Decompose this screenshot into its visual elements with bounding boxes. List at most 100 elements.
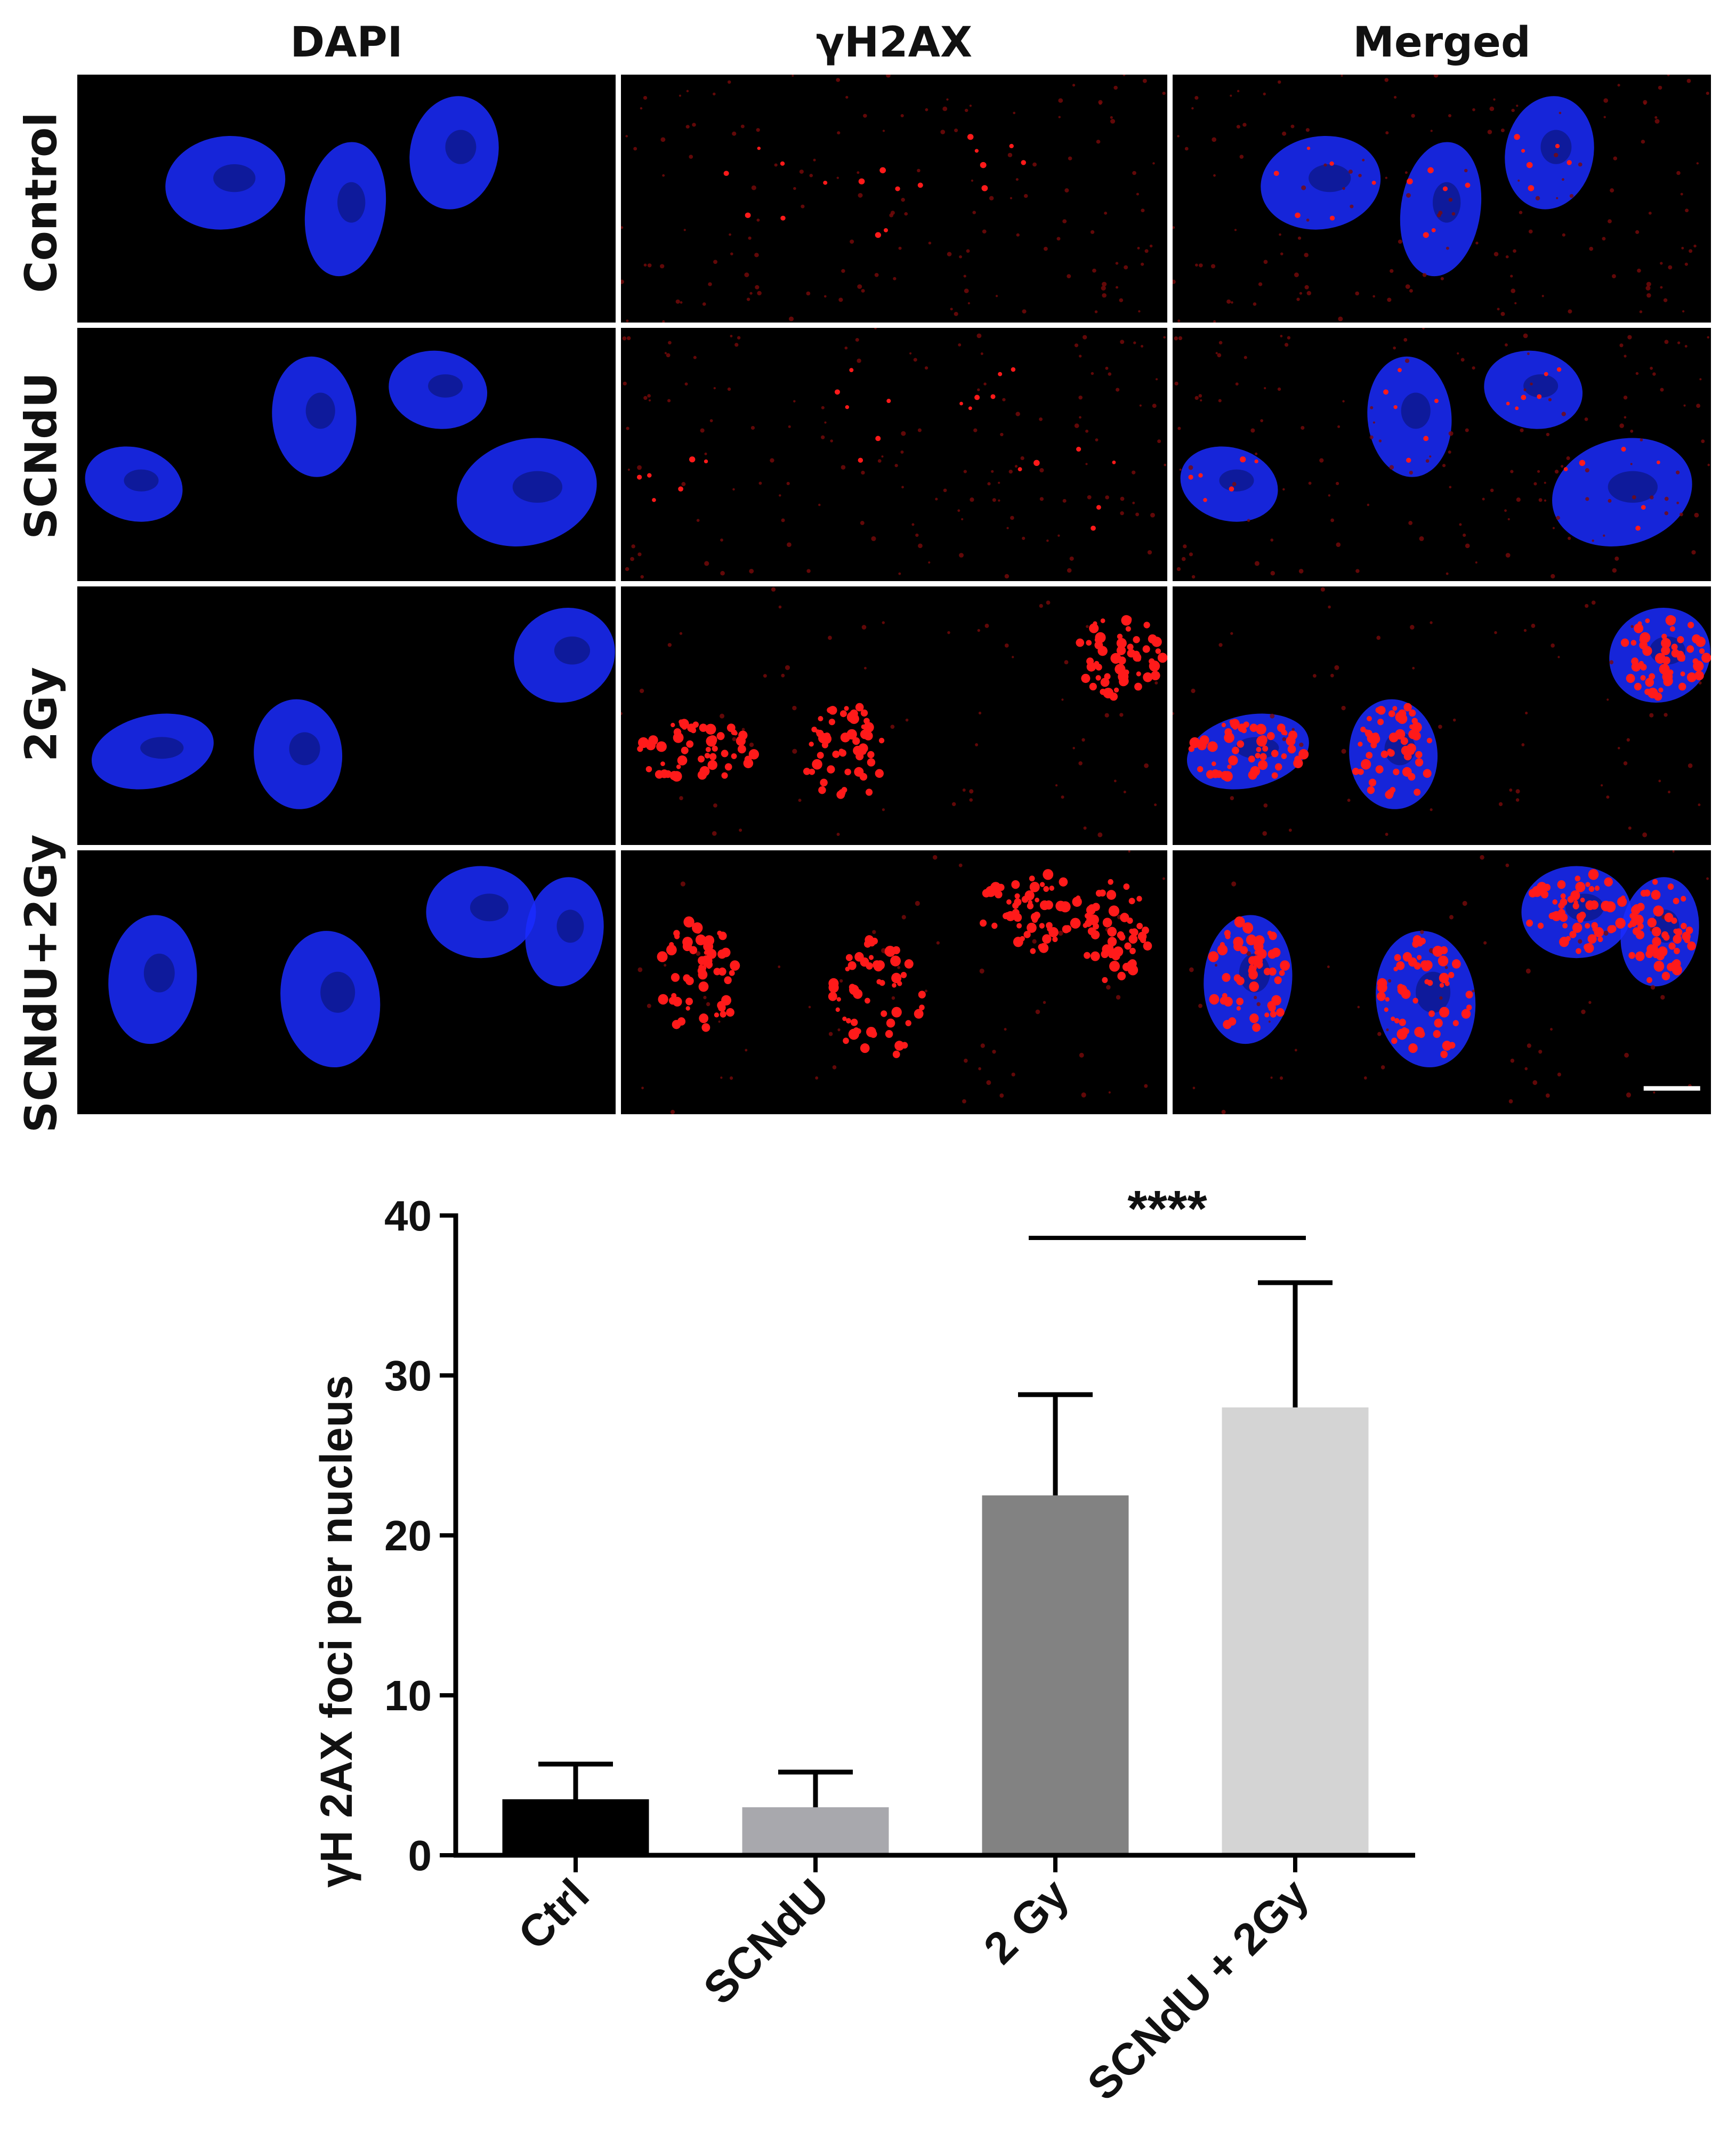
background-speck xyxy=(1687,763,1693,768)
background-speck xyxy=(1393,346,1396,350)
gh2ax-focus xyxy=(1664,913,1674,922)
background-speck xyxy=(1618,746,1620,750)
gh2ax-focus xyxy=(757,147,761,150)
background-speck xyxy=(1500,311,1505,316)
background-speck xyxy=(1630,625,1634,629)
background-speck xyxy=(1592,539,1594,542)
background-speck xyxy=(1263,260,1268,264)
background-speck xyxy=(712,831,717,836)
background-speck xyxy=(857,284,862,289)
gh2ax-focus xyxy=(1043,886,1049,892)
background-speck xyxy=(1681,247,1684,249)
background-speck xyxy=(1626,1092,1632,1098)
background-speck xyxy=(1442,464,1446,468)
nucleolus xyxy=(1608,471,1658,503)
background-speck xyxy=(1614,556,1619,561)
gh2ax-focus xyxy=(1042,934,1052,944)
background-speck xyxy=(821,435,825,439)
gh2ax-focus xyxy=(1391,1016,1395,1021)
background-speck xyxy=(1081,738,1085,742)
background-speck xyxy=(836,78,841,82)
gh2ax-focus xyxy=(867,751,875,759)
background-speck xyxy=(1667,75,1670,76)
background-speck xyxy=(1254,561,1259,566)
background-speck xyxy=(1226,299,1231,304)
background-speck xyxy=(871,536,876,541)
gh2ax-focus xyxy=(724,763,732,771)
gh2ax-focus xyxy=(1274,763,1282,771)
background-speck xyxy=(643,263,647,267)
background-speck xyxy=(647,394,651,398)
gh2ax-focus xyxy=(780,215,786,221)
background-speck xyxy=(625,567,629,572)
gh2ax-focus xyxy=(967,134,974,140)
gh2ax-focus xyxy=(1515,406,1519,411)
gh2ax-focus xyxy=(865,788,873,796)
background-speck xyxy=(741,728,745,731)
background-speck xyxy=(1699,378,1702,381)
gh2ax-focus xyxy=(1432,945,1443,957)
background-speck xyxy=(1270,538,1274,542)
gh2ax-focus xyxy=(885,1030,893,1038)
gh2ax-focus xyxy=(980,919,987,927)
gh2ax-focus xyxy=(1579,460,1586,466)
background-speck xyxy=(1635,372,1639,375)
background-speck xyxy=(1355,291,1360,296)
background-speck xyxy=(1505,553,1511,558)
gh2ax-focus xyxy=(1433,1030,1441,1038)
gh2ax-focus xyxy=(1240,946,1248,954)
gh2ax-focus xyxy=(1352,768,1360,775)
background-speck xyxy=(1451,212,1456,216)
background-speck xyxy=(1449,915,1454,920)
background-speck xyxy=(1110,116,1113,119)
background-speck xyxy=(936,941,940,945)
gh2ax-focus xyxy=(1043,869,1054,880)
gh2ax-focus xyxy=(1628,952,1635,959)
gh2ax-focus xyxy=(1434,399,1439,404)
gh2ax-focus xyxy=(1237,740,1245,748)
image-panel-control-dapi xyxy=(77,75,616,323)
background-speck xyxy=(1693,244,1697,248)
background-speck xyxy=(1132,501,1135,504)
gh2ax-focus xyxy=(1419,937,1426,945)
background-speck xyxy=(1177,135,1180,138)
background-speck xyxy=(1561,178,1564,181)
background-speck xyxy=(1694,512,1699,518)
gh2ax-focus xyxy=(733,731,738,736)
background-speck xyxy=(1452,718,1456,722)
gh2ax-focus xyxy=(839,710,847,718)
gh2ax-focus xyxy=(1023,931,1031,938)
gh2ax-focus xyxy=(1427,167,1434,174)
background-speck xyxy=(1537,470,1540,473)
gh2ax-focus xyxy=(712,745,718,752)
background-speck xyxy=(1176,567,1181,572)
gh2ax-focus xyxy=(1440,1050,1448,1058)
gh2ax-focus xyxy=(1594,886,1600,891)
gh2ax-focus xyxy=(1412,997,1418,1004)
background-speck xyxy=(749,742,754,747)
background-speck xyxy=(746,297,750,301)
gh2ax-focus xyxy=(1514,134,1520,140)
gh2ax-focus xyxy=(1440,957,1446,963)
gh2ax-focus xyxy=(1391,1037,1398,1044)
gh2ax-focus xyxy=(1039,882,1045,887)
gh2ax-focus xyxy=(655,770,664,779)
background-speck xyxy=(893,277,897,280)
background-speck xyxy=(1404,171,1408,174)
background-speck xyxy=(1061,698,1064,701)
background-speck xyxy=(977,629,980,632)
gh2ax-focus xyxy=(1095,675,1101,681)
background-speck xyxy=(696,951,701,956)
background-speck xyxy=(1210,264,1216,269)
background-speck xyxy=(621,279,624,284)
gh2ax-focus xyxy=(843,1037,849,1044)
gh2ax-focus xyxy=(1588,869,1599,880)
background-speck xyxy=(951,802,956,807)
gh2ax-focus xyxy=(1207,745,1213,750)
background-speck xyxy=(1658,85,1662,90)
gh2ax-focus xyxy=(1558,902,1565,909)
background-speck xyxy=(1464,168,1468,173)
background-speck xyxy=(1068,156,1072,160)
background-speck xyxy=(666,353,671,358)
background-speck xyxy=(1023,194,1028,198)
